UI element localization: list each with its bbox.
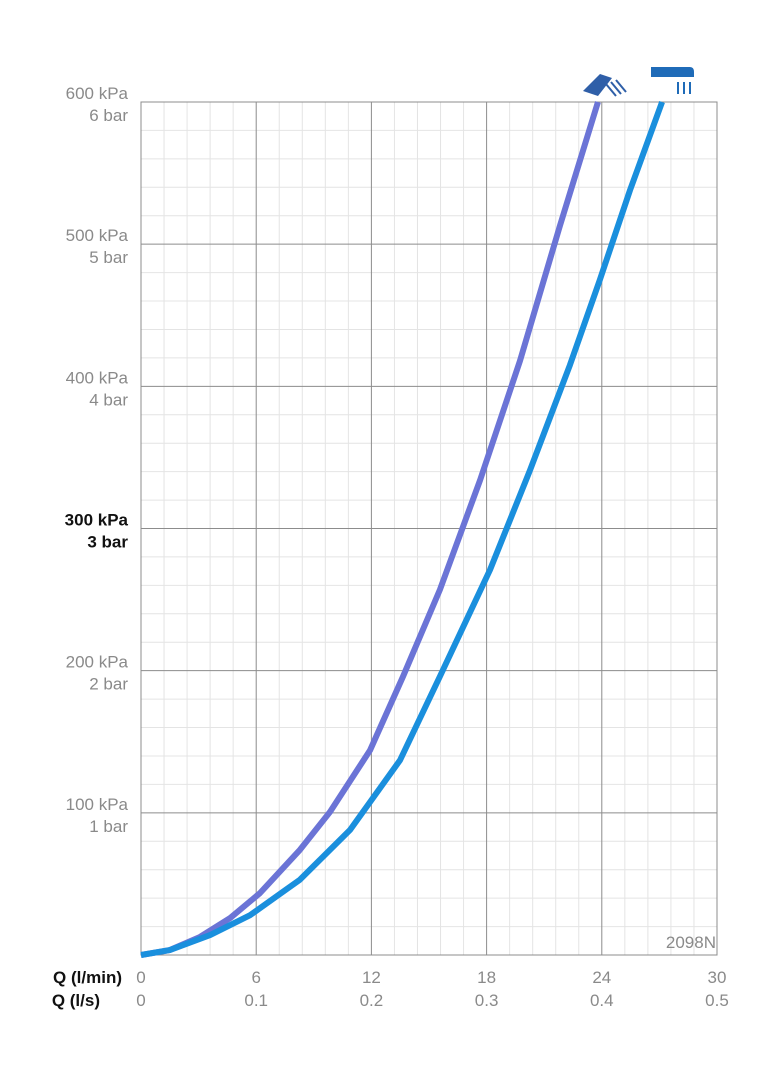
y2-tick-label: 6 bar — [89, 106, 128, 125]
plot: 0 6 12 18 24 30 0 0.1 0.2 0.3 0.4 0.5 100 kPa 200 kPa… — [65, 84, 729, 1010]
y-tick-label: 500 kPa — [66, 226, 129, 245]
y2-tick-label: 3 bar — [87, 533, 128, 552]
y2-tick-label: 2 bar — [89, 675, 128, 694]
x2-tick-label: 0.4 — [590, 991, 614, 1010]
curve — [140, 100, 665, 958]
x2-tick-label: 0.5 — [705, 991, 729, 1010]
y-tick-label: 100 kPa — [66, 795, 129, 814]
x-tick-label: 12 — [362, 968, 381, 987]
overhead-shower-icon — [651, 67, 694, 94]
y2-tick-label: 4 bar — [89, 390, 128, 409]
curve — [140, 101, 601, 958]
x-tick-label: 18 — [477, 968, 496, 987]
y-tick-label: 200 kPa — [66, 653, 129, 672]
x-tick-label: 6 — [251, 968, 260, 987]
x-tick-label: 0 — [136, 968, 145, 987]
y-tick-label: 300 kPa — [65, 511, 129, 530]
handheld-shower-icon — [583, 74, 627, 97]
x2-tick-label: 0.2 — [360, 991, 384, 1010]
x-tick-label: 30 — [708, 968, 727, 987]
x2-tick-label: 0 — [136, 991, 145, 1010]
plot-frame — [140, 101, 718, 956]
x2-axis-label: Q (l/s) — [52, 991, 100, 1010]
curves — [140, 100, 665, 958]
x-axis-label: Q (l/min) — [53, 968, 122, 987]
x2-tick-label: 0.3 — [475, 991, 499, 1010]
y2-tick-label: 5 bar — [89, 248, 128, 267]
x-tick-label: 24 — [592, 968, 611, 987]
grid — [140, 101, 718, 956]
annotation: 2098N — [666, 933, 716, 952]
y2-tick-label: 1 bar — [89, 817, 128, 836]
y-tick-label: 600 kPa — [66, 84, 129, 103]
y-tick-label: 400 kPa — [66, 368, 129, 387]
labels: 0 6 12 18 24 30 0 0.1 0.2 0.3 0.4 0.5 100 kPa 200 kPa… — [65, 84, 729, 1010]
x2-tick-label: 0.1 — [244, 991, 268, 1010]
